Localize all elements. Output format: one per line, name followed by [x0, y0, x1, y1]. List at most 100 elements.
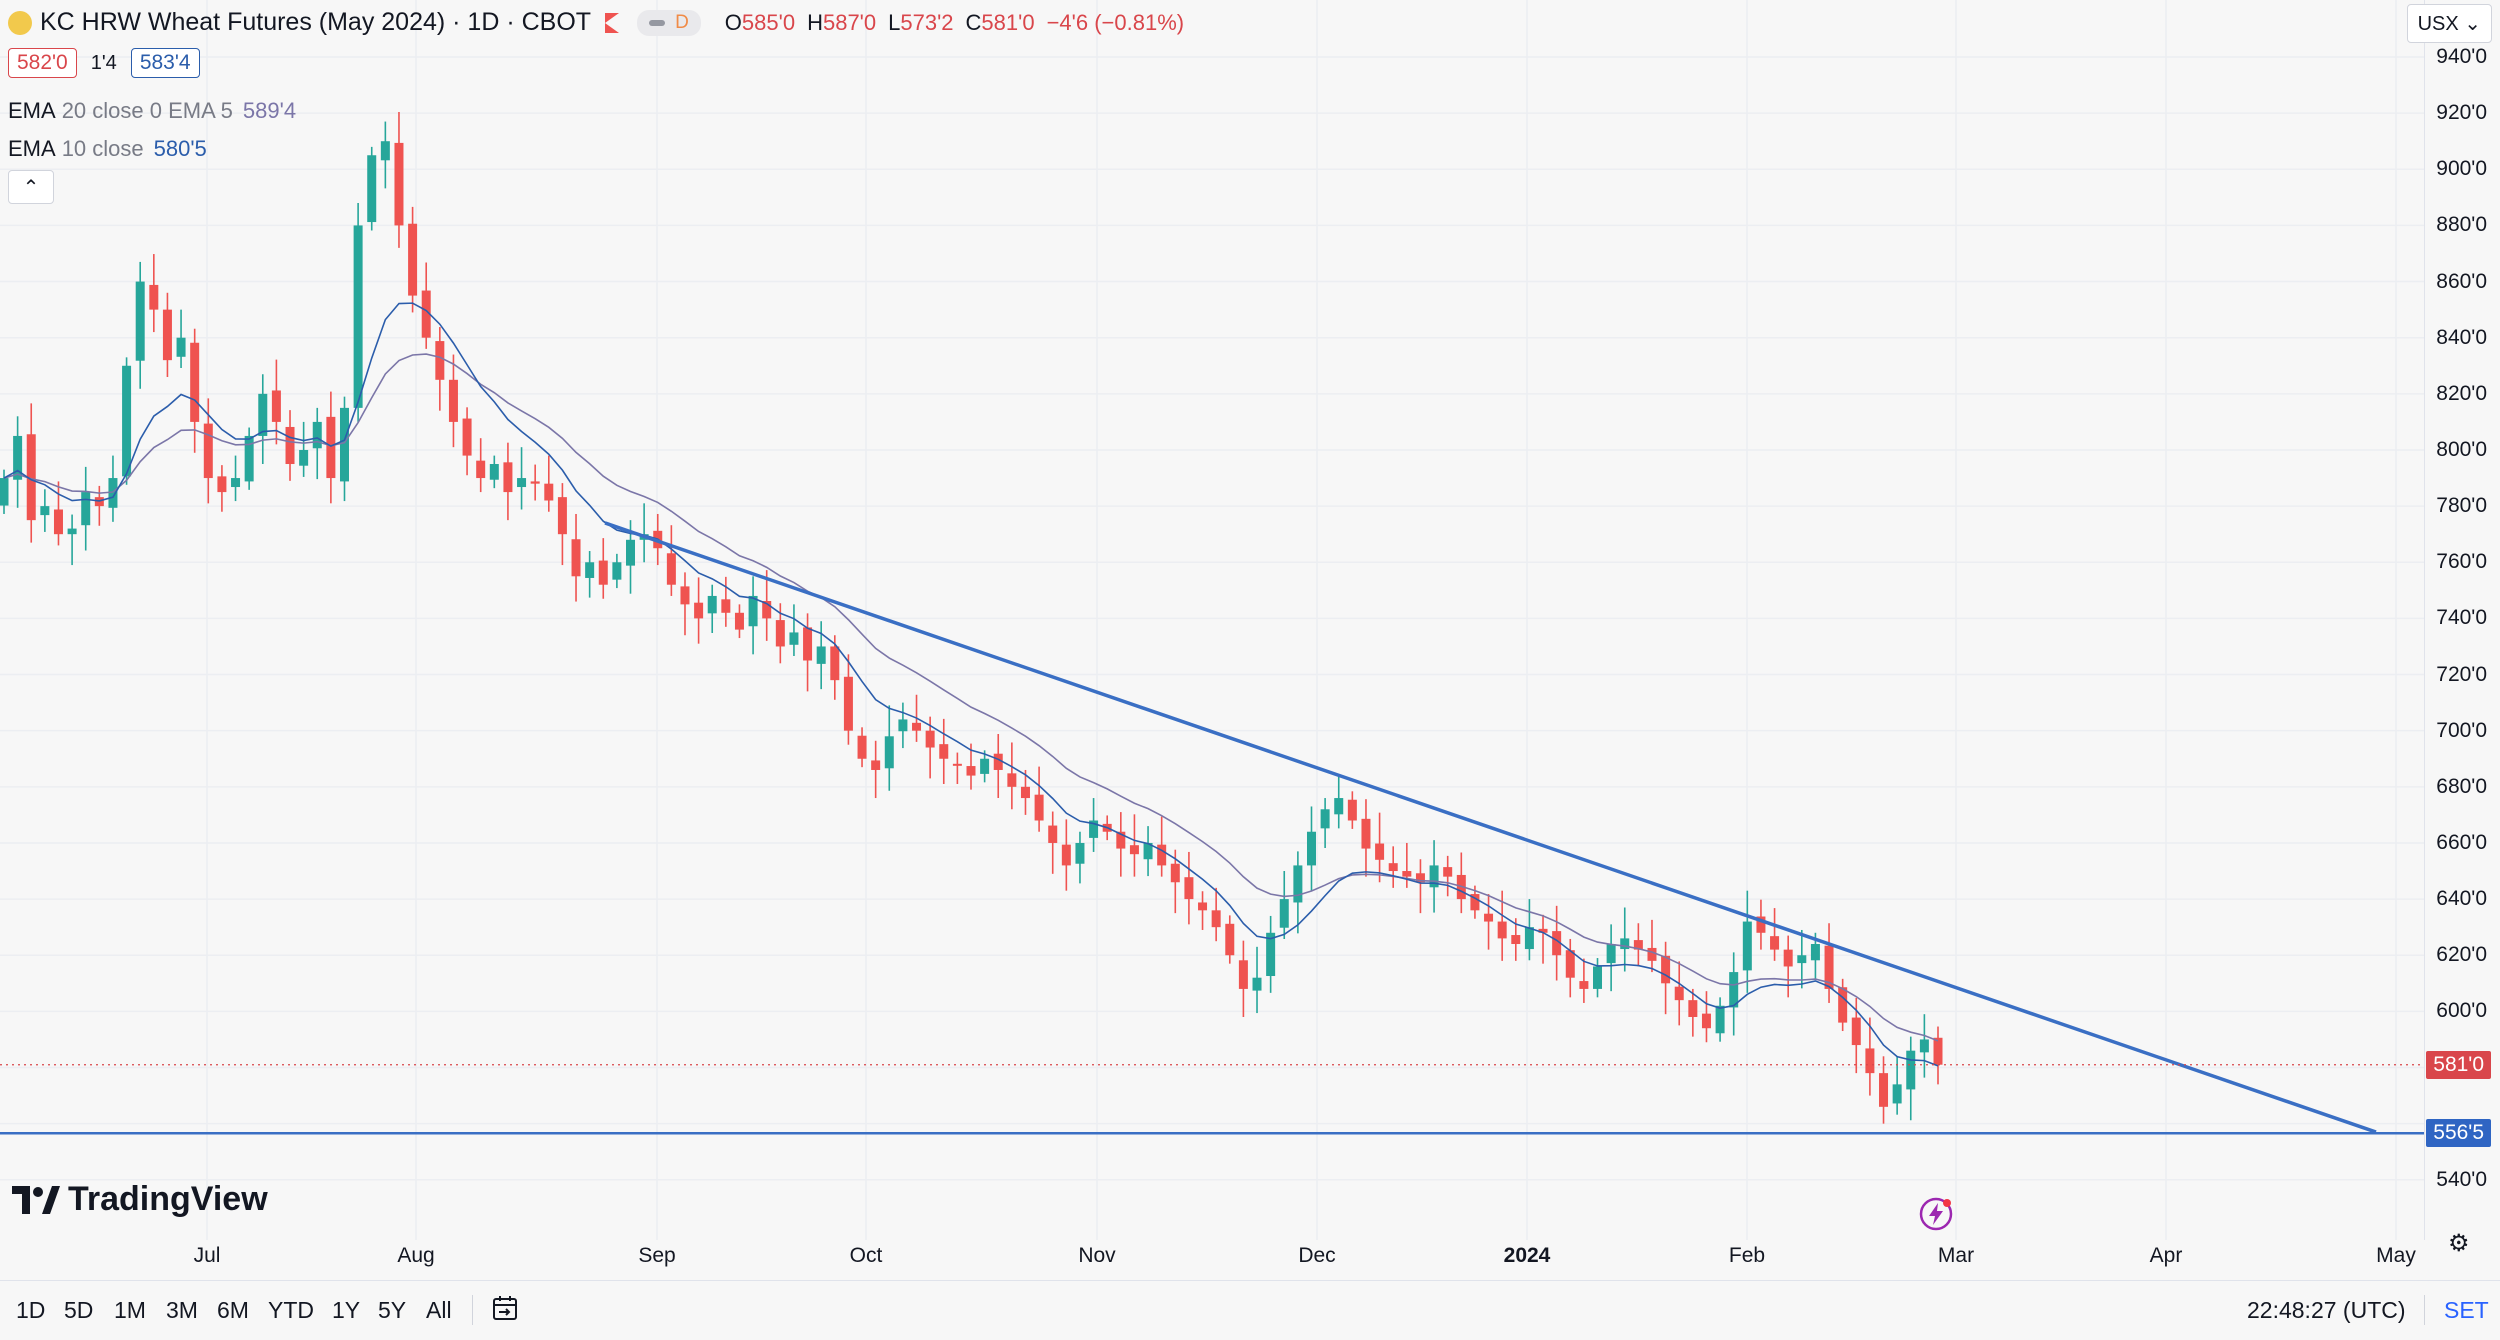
sell-button[interactable]: 582'0 — [8, 48, 77, 78]
price-tick-label: 640'0 — [2436, 887, 2487, 911]
candle-body — [980, 758, 990, 774]
range-button-1d[interactable]: 1D — [16, 1297, 46, 1323]
candle-body — [26, 434, 36, 521]
price-tick-label: 820'0 — [2436, 381, 2487, 405]
candle-body — [1293, 865, 1303, 903]
candle-body — [598, 560, 608, 585]
price-chart[interactable] — [0, 0, 2424, 1240]
candle-body — [1715, 1005, 1725, 1034]
chart-area[interactable] — [0, 0, 2424, 1240]
calendar-range-icon[interactable] — [490, 1293, 520, 1323]
range-button-3m[interactable]: 3M — [166, 1297, 198, 1323]
candle-body — [244, 435, 254, 482]
price-tick-label: 880'0 — [2436, 213, 2487, 237]
indicator-ema-slow[interactable]: EMA 20 close 0 EMA 5 589'4 — [8, 98, 296, 124]
candle-body — [380, 141, 390, 161]
candle-body — [299, 449, 309, 466]
candle-body — [1089, 820, 1099, 838]
candle-body — [993, 753, 1003, 770]
price-tick-label: 920'0 — [2436, 101, 2487, 125]
candle-body — [585, 562, 595, 578]
candle-body — [421, 290, 431, 338]
candle-body — [748, 595, 758, 627]
candle-body — [489, 464, 499, 480]
indicator-name: EMA — [8, 98, 56, 123]
range-button-1y[interactable]: 1Y — [332, 1297, 361, 1323]
candle-body — [816, 646, 826, 664]
candle-body — [871, 760, 881, 770]
candle-body — [67, 528, 77, 535]
candle-body — [353, 225, 363, 408]
candle-body — [1633, 940, 1643, 950]
buy-button[interactable]: 583'4 — [130, 48, 200, 78]
candle-body — [1851, 1017, 1861, 1046]
candle-body — [721, 599, 731, 613]
clock-readout[interactable]: 22:48:27 (UTC) — [2247, 1297, 2406, 1323]
candle-body — [1593, 966, 1603, 989]
time-label: Sep — [638, 1244, 676, 1267]
price-axis[interactable]: 940'0 920'0 900'0 880'0 860'0 840'0 820'0 800'0… — [2424, 0, 2500, 1240]
candle-body — [1729, 972, 1739, 1008]
gear-icon[interactable]: ⚙ — [2448, 1230, 2470, 1257]
toolbar-divider — [472, 1295, 473, 1325]
price-tick-label: 660'0 — [2436, 830, 2487, 854]
range-button-5y[interactable]: 5Y — [378, 1297, 407, 1323]
candle-body — [1742, 921, 1752, 971]
indicator-ema-fast[interactable]: EMA 10 close 580'5 — [8, 136, 207, 162]
candle-body — [135, 281, 145, 361]
candle-body — [367, 155, 377, 223]
line-price-tag: 556'5 — [2426, 1119, 2491, 1148]
candle-body — [1524, 927, 1534, 950]
candle-body — [503, 462, 513, 493]
candle-body — [1361, 818, 1371, 849]
collapse-legend-button[interactable]: ⌃ — [8, 170, 54, 204]
range-button-6m[interactable]: 6M — [217, 1297, 249, 1323]
candle-body — [462, 418, 472, 456]
candle-body — [1048, 825, 1058, 843]
candle-body — [925, 730, 935, 748]
candle-body — [203, 423, 213, 479]
range-button-ytd[interactable]: YTD — [268, 1297, 314, 1323]
time-axis[interactable]: Jul Aug Sep Oct Nov Dec 2024 Feb Mar Apr May — [0, 1240, 2424, 1280]
candle-body — [789, 632, 799, 645]
interval-badge: D — [637, 9, 701, 36]
candle-body — [190, 342, 200, 422]
session-button[interactable]: SET — [2444, 1297, 2489, 1323]
candle-body — [1198, 902, 1208, 911]
candle-body — [1334, 798, 1344, 815]
candle-body — [1552, 931, 1562, 956]
candle-body — [1511, 935, 1521, 945]
bottom-toolbar: 1D 5D 1M 3M 6M YTD 1Y 5Y All 22:48:27 (UTC) SET ⚙ — [0, 1230, 2500, 1340]
candle-body — [1116, 831, 1126, 849]
candle-body — [1443, 867, 1453, 877]
candle-body — [1783, 949, 1793, 967]
candle-body — [1020, 786, 1030, 799]
range-button-1m[interactable]: 1M — [114, 1297, 146, 1323]
ohlc-close: C581'0 — [965, 9, 1035, 35]
candle-body — [339, 407, 349, 482]
candle-body — [312, 421, 322, 449]
candle-body — [1933, 1037, 1943, 1065]
ohlc-change: −4'6 (−0.81%) — [1046, 9, 1185, 35]
candle-body — [271, 390, 281, 422]
candle-body — [666, 553, 676, 585]
currency-selector[interactable]: USX ⌄ — [2406, 4, 2492, 43]
candle-body — [1075, 842, 1085, 864]
tradingview-logo[interactable]: TradingView — [12, 1180, 268, 1219]
candle-body — [1647, 947, 1657, 961]
candle-body — [762, 600, 772, 619]
lightning-icon[interactable] — [1918, 1196, 1954, 1232]
candle-body — [912, 722, 922, 731]
candle-body — [1892, 1084, 1902, 1104]
candle-body — [1497, 921, 1507, 939]
candle-body — [707, 595, 717, 614]
symbol-title[interactable]: KC HRW Wheat Futures (May 2024) · 1D · C… — [40, 8, 592, 36]
spread-value: 1'4 — [90, 51, 117, 74]
range-button-5d[interactable]: 5D — [64, 1297, 94, 1323]
range-button-all[interactable]: All — [426, 1297, 452, 1323]
flag-icon[interactable] — [605, 12, 620, 33]
candle-body — [217, 476, 227, 493]
last-price-tag: 581'0 — [2426, 1050, 2491, 1079]
candle-body — [1606, 944, 1616, 964]
candle-body — [898, 719, 908, 732]
